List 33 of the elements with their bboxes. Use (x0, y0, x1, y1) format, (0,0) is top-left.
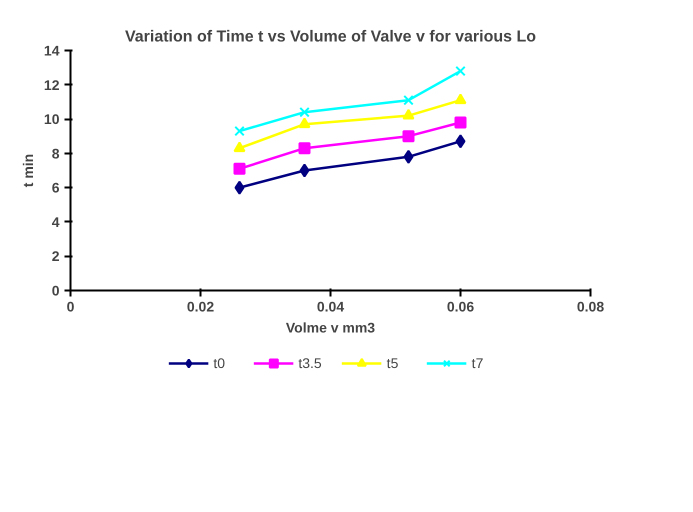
point (234, 126, 245, 136)
y-axis-title: t min (20, 154, 36, 188)
point (234, 141, 246, 152)
point (454, 116, 466, 128)
y-tick-label: 0 (52, 282, 60, 298)
point (402, 130, 414, 142)
y-tick-label: 4 (52, 214, 60, 230)
point (403, 94, 414, 106)
y-tick-label: 10 (44, 111, 60, 128)
legend-label: t3.5 (298, 355, 322, 371)
x-tick-label: 0.04 (316, 298, 344, 314)
legend-label: t5 (386, 355, 400, 371)
y-tick-label: 6 (52, 180, 60, 196)
point (298, 142, 310, 154)
point (234, 162, 246, 175)
x-axis-title: Volme v mm3 (286, 320, 376, 336)
point (402, 108, 414, 120)
y-tick-label: 12 (44, 76, 60, 93)
x-tick-label: 0.06 (446, 298, 474, 314)
y-tick-label: 8 (52, 145, 60, 162)
x-tick-label: 0 (66, 298, 75, 314)
y-tick-label: 14 (44, 42, 60, 58)
x-tick-label: 0.08 (576, 298, 604, 314)
y-tick-label: 2 (52, 248, 60, 264)
point (300, 164, 310, 178)
point (299, 106, 310, 118)
chart-title: Variation of Time t vs Volume of Valve v for various Lo (124, 28, 536, 46)
legend-label: t7 (472, 355, 484, 371)
legend-label: t0 (213, 355, 226, 371)
point (454, 93, 466, 104)
x-tick-label: 0.02 (186, 298, 214, 314)
point (298, 117, 310, 128)
point (455, 66, 466, 76)
